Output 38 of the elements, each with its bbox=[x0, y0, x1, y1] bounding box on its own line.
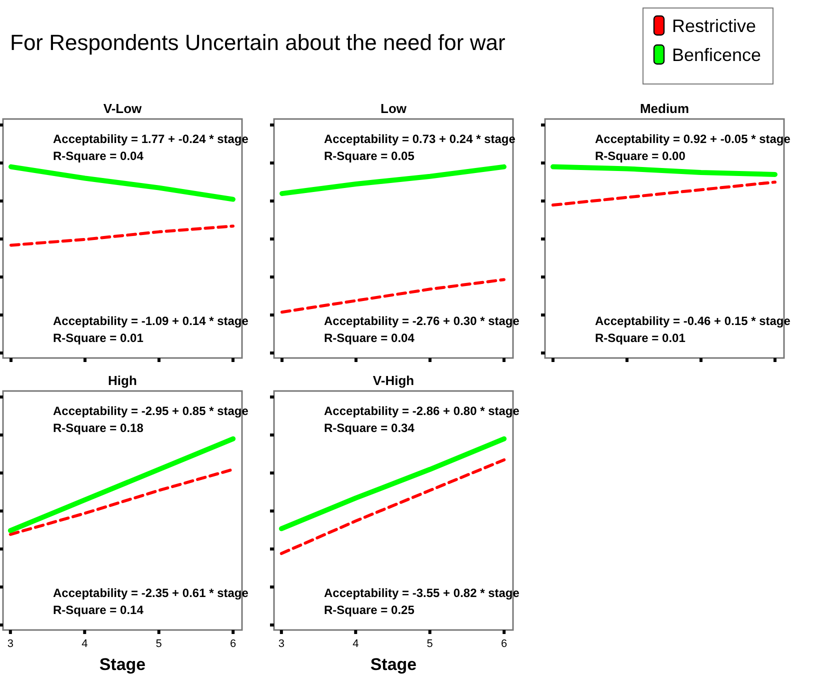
x-axis-title: Stage bbox=[99, 655, 146, 674]
chart-title: High bbox=[108, 373, 137, 388]
text: Acceptability = -2.95 + 0.85 * stage bbox=[53, 404, 249, 418]
text: Acceptability = 0.92 + -0.05 * stage bbox=[595, 132, 791, 146]
chart-title: V-Low bbox=[103, 101, 143, 116]
text: Acceptability = 1.77 + -0.24 * stage bbox=[53, 132, 249, 146]
annotation: Acceptability = -3.55 + 0.82 * stage bbox=[324, 586, 520, 600]
x-tick-label: 3 bbox=[278, 638, 284, 650]
x-tick-label: 5 bbox=[156, 638, 162, 650]
legend-label: Restrictive bbox=[672, 16, 756, 36]
x-tick-label: 5 bbox=[426, 638, 433, 650]
text: R-Square = 0.34 bbox=[324, 421, 415, 435]
text: For Respondents Uncertain about the need for war bbox=[10, 30, 506, 55]
annotation: Acceptability = -1.09 + 0.14 * stage bbox=[53, 314, 249, 328]
text: R-Square = 0.00 bbox=[595, 149, 686, 163]
x-tick-label: 6 bbox=[230, 638, 236, 650]
annotation: R-Square = 0.04 bbox=[324, 331, 415, 345]
annotation: R-Square = 0.01 bbox=[53, 331, 144, 345]
text: Acceptability = -2.86 + 0.80 * stage bbox=[324, 404, 520, 418]
text: R-Square = 0.04 bbox=[53, 149, 144, 163]
x-axis-title: Stage bbox=[370, 655, 417, 674]
annotation: R-Square = 0.01 bbox=[595, 331, 686, 345]
text: R-Square = 0.05 bbox=[324, 149, 415, 163]
annotation: R-Square = 0.25 bbox=[324, 603, 415, 617]
x-tick-label: 4 bbox=[82, 638, 88, 650]
text: R-Square = 0.18 bbox=[53, 421, 144, 435]
chart-title: V-High bbox=[372, 373, 414, 388]
chart-title: Low bbox=[380, 101, 408, 116]
legend-label: Benficence bbox=[672, 45, 762, 65]
chart-title: Medium bbox=[640, 101, 690, 116]
x-tick-label: 3 bbox=[7, 638, 14, 650]
x-tick-label: 4 bbox=[352, 638, 359, 650]
annotation: Acceptability = -2.76 + 0.30 * stage bbox=[324, 314, 520, 328]
x-tick-label: 6 bbox=[501, 638, 508, 650]
text: Acceptability = 0.73 + 0.24 * stage bbox=[324, 132, 516, 146]
annotation: R-Square = 0.14 bbox=[53, 603, 144, 617]
annotation: Acceptability = -0.46 + 0.15 * stage bbox=[595, 314, 791, 328]
annotation: Acceptability = -2.35 + 0.61 * stage bbox=[53, 586, 249, 600]
